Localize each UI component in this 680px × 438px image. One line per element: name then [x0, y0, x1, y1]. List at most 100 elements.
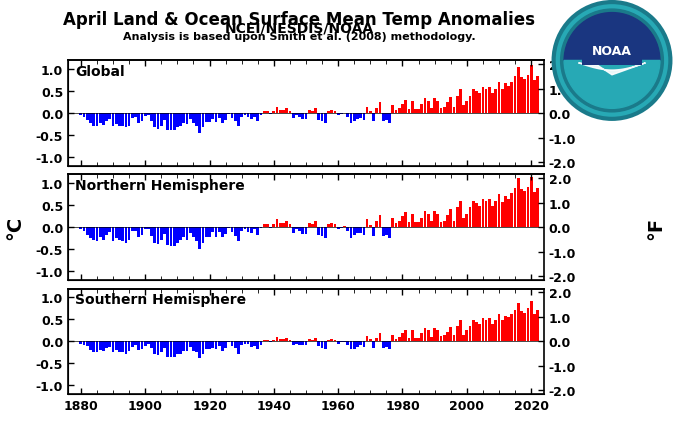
Bar: [478, 94, 481, 114]
Bar: [379, 215, 381, 228]
Bar: [414, 110, 417, 114]
Text: °F: °F: [647, 216, 666, 239]
Bar: [141, 114, 143, 122]
Bar: [227, 114, 230, 115]
Bar: [273, 341, 275, 342]
Bar: [481, 199, 484, 228]
Bar: [411, 331, 413, 342]
Bar: [301, 114, 304, 119]
Bar: [530, 301, 532, 342]
Bar: [180, 228, 182, 240]
Bar: [350, 342, 352, 350]
Bar: [394, 223, 397, 228]
Bar: [192, 342, 194, 351]
Bar: [102, 342, 105, 351]
Bar: [195, 228, 198, 242]
Bar: [199, 228, 201, 250]
Bar: [507, 318, 510, 342]
Bar: [356, 228, 359, 233]
Bar: [137, 228, 140, 237]
Bar: [488, 319, 491, 342]
Text: April Land & Ocean Surface Mean Temp Anomalies: April Land & Ocean Surface Mean Temp Ano…: [63, 11, 535, 29]
Bar: [359, 228, 362, 233]
Bar: [108, 342, 111, 347]
Bar: [167, 342, 169, 357]
Bar: [305, 228, 307, 234]
Bar: [279, 110, 282, 114]
Bar: [192, 114, 194, 124]
Bar: [330, 339, 333, 342]
Bar: [131, 114, 134, 118]
Bar: [89, 114, 92, 124]
Bar: [224, 342, 227, 348]
Bar: [156, 114, 159, 129]
Bar: [243, 342, 246, 344]
Bar: [318, 228, 320, 236]
Bar: [176, 342, 179, 354]
Bar: [375, 109, 378, 114]
Bar: [131, 342, 134, 347]
Bar: [156, 228, 159, 244]
Bar: [240, 114, 243, 117]
Bar: [440, 223, 443, 228]
Bar: [118, 228, 121, 240]
Bar: [411, 102, 413, 114]
Bar: [340, 342, 343, 343]
Bar: [205, 342, 207, 350]
Bar: [385, 114, 388, 120]
Text: Northern Hemisphere: Northern Hemisphere: [75, 178, 245, 192]
Bar: [218, 342, 220, 346]
Bar: [269, 342, 272, 343]
Bar: [359, 342, 362, 345]
Bar: [449, 328, 452, 342]
Bar: [379, 103, 381, 114]
Bar: [215, 114, 218, 123]
Bar: [346, 228, 349, 231]
Bar: [318, 342, 320, 346]
Bar: [372, 342, 375, 348]
Bar: [195, 342, 198, 353]
Bar: [530, 177, 532, 228]
Bar: [478, 207, 481, 228]
Bar: [462, 335, 465, 342]
Bar: [513, 188, 516, 228]
Circle shape: [554, 3, 670, 120]
Bar: [118, 114, 121, 126]
Bar: [430, 337, 432, 342]
Bar: [137, 342, 140, 350]
Bar: [250, 342, 253, 347]
Bar: [99, 114, 101, 124]
Bar: [449, 209, 452, 228]
Bar: [124, 342, 127, 354]
Bar: [173, 228, 175, 246]
Bar: [504, 316, 507, 342]
Bar: [478, 324, 481, 342]
Bar: [108, 228, 111, 232]
Bar: [112, 342, 114, 353]
Bar: [234, 228, 237, 237]
Bar: [430, 221, 432, 228]
Bar: [237, 114, 240, 127]
Bar: [121, 342, 124, 353]
Bar: [80, 114, 82, 116]
Bar: [288, 224, 291, 228]
Bar: [266, 112, 269, 114]
Bar: [524, 80, 526, 114]
Bar: [96, 114, 99, 127]
Bar: [208, 342, 211, 350]
Bar: [176, 114, 179, 128]
Bar: [80, 228, 82, 230]
FancyBboxPatch shape: [583, 40, 641, 66]
Bar: [260, 228, 262, 229]
Bar: [475, 322, 478, 342]
Bar: [311, 341, 313, 342]
Bar: [154, 342, 156, 354]
Bar: [491, 207, 494, 228]
Bar: [433, 99, 436, 114]
Bar: [282, 223, 285, 228]
Bar: [150, 342, 153, 348]
Bar: [362, 114, 365, 120]
Bar: [472, 90, 475, 114]
Bar: [494, 201, 497, 228]
Bar: [346, 114, 349, 117]
